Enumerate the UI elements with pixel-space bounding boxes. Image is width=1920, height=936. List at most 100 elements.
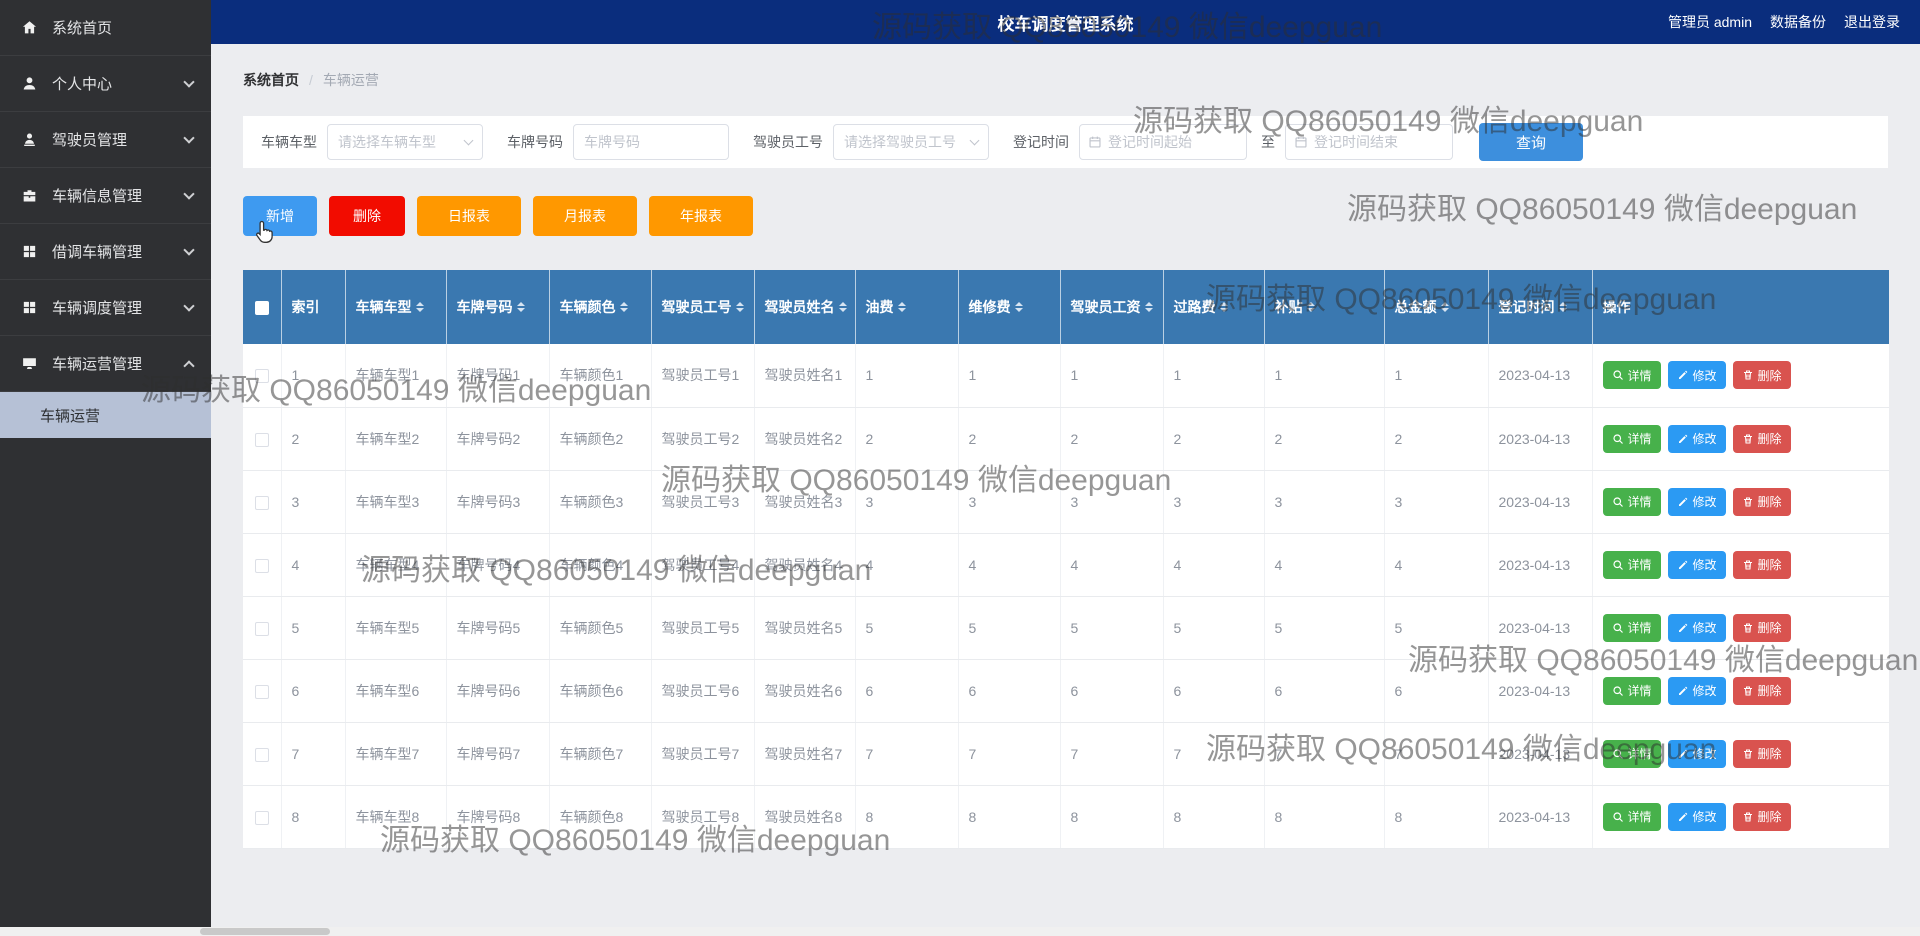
scrollbar-thumb[interactable] (200, 928, 330, 935)
row-checkbox[interactable] (254, 369, 269, 384)
daily-report-button[interactable]: 日报表 (417, 196, 521, 236)
column-header-2[interactable]: 车牌号码 (446, 270, 550, 344)
breadcrumb-home[interactable]: 系统首页 (243, 72, 299, 88)
row-checkbox[interactable] (254, 495, 269, 510)
sidebar-item-6[interactable]: 车辆运营管理 (0, 336, 211, 392)
trash-icon (1743, 434, 1752, 443)
column-header-5[interactable]: 驾驶员姓名 (754, 270, 856, 344)
cell: 驾驶员工号2 (651, 407, 755, 471)
yearly-report-button[interactable]: 年报表 (649, 196, 753, 236)
cell: 5 (1264, 596, 1385, 660)
sidebar-item-1[interactable]: 个人中心 (0, 56, 211, 112)
time-start-field[interactable] (1079, 124, 1247, 160)
magnifier-icon (1612, 748, 1623, 759)
logout-link[interactable]: 退出登录 (1844, 14, 1900, 30)
delete-button[interactable]: 删除 (329, 196, 405, 236)
cell: 2 (1384, 407, 1489, 471)
sidebar-item-label: 车辆运营管理 (52, 356, 143, 373)
detail-button[interactable]: 详情 (1602, 487, 1661, 516)
column-header-4[interactable]: 驾驶员工号 (651, 270, 755, 344)
row-delete-button[interactable]: 删除 (1732, 487, 1791, 516)
cell: 2 (1163, 407, 1265, 471)
edit-button[interactable]: 修改 (1667, 739, 1726, 768)
row-delete-button[interactable]: 删除 (1732, 802, 1791, 831)
sidebar-item-2[interactable]: 驾驶员管理 (0, 112, 211, 168)
search-button[interactable]: 查询 (1479, 123, 1584, 161)
detail-button[interactable]: 详情 (1602, 802, 1661, 831)
column-header-10[interactable]: 补贴 (1264, 270, 1385, 344)
row-checkbox[interactable] (254, 684, 269, 699)
column-header-9[interactable]: 过路费 (1163, 270, 1265, 344)
pencil-icon (1678, 434, 1687, 443)
sidebar-item-0[interactable]: 系统首页 (0, 0, 211, 56)
column-header-0: 索引 (281, 270, 346, 344)
sidebar-item-4[interactable]: 借调车辆管理 (0, 224, 211, 280)
row-checkbox-cell (243, 407, 282, 471)
chevron-up-icon (183, 359, 195, 372)
edit-button[interactable]: 修改 (1667, 361, 1726, 390)
cell: 3 (1060, 470, 1164, 534)
sort-icon (1219, 302, 1228, 312)
row-checkbox[interactable] (254, 810, 269, 825)
edit-button[interactable]: 修改 (1667, 613, 1726, 642)
time-end-field[interactable] (1285, 124, 1453, 160)
horizontal-scrollbar[interactable] (0, 927, 1920, 936)
pencil-icon (1678, 560, 1687, 569)
time-label: 登记时间 (1013, 134, 1069, 150)
column-header-3[interactable]: 车辆颜色 (549, 270, 652, 344)
plate-input[interactable] (573, 124, 729, 160)
pencil-icon (1678, 686, 1687, 695)
column-header-8[interactable]: 驾驶员工资 (1060, 270, 1164, 344)
row-checkbox[interactable] (254, 747, 269, 762)
row-actions: 详情 修改 删除 (1592, 659, 1889, 723)
detail-button[interactable]: 详情 (1602, 739, 1661, 768)
detail-button[interactable]: 详情 (1602, 424, 1661, 453)
cell: 4 (1060, 533, 1164, 597)
detail-button[interactable]: 详情 (1602, 676, 1661, 705)
time-end-input[interactable] (1314, 134, 1444, 150)
row-delete-button[interactable]: 删除 (1732, 550, 1791, 579)
row-delete-button[interactable]: 删除 (1732, 739, 1791, 768)
detail-button[interactable]: 详情 (1602, 613, 1661, 642)
column-header-6[interactable]: 油费 (855, 270, 959, 344)
sidebar-item-3[interactable]: 车辆信息管理 (0, 168, 211, 224)
cell: 5 (1384, 596, 1489, 660)
row-delete-button[interactable]: 删除 (1732, 424, 1791, 453)
edit-button[interactable]: 修改 (1667, 676, 1726, 705)
time-start-input[interactable] (1108, 134, 1238, 150)
row-delete-button[interactable]: 删除 (1732, 613, 1791, 642)
detail-button[interactable]: 详情 (1602, 550, 1661, 579)
column-header-11[interactable]: 总金额 (1384, 270, 1489, 344)
row-checkbox[interactable] (254, 621, 269, 636)
plate-label: 车牌号码 (507, 134, 563, 150)
column-header-1[interactable]: 车辆车型 (345, 270, 447, 344)
vehicle-type-select[interactable]: 请选择车辆车型 (327, 124, 483, 160)
select-all-checkbox[interactable] (254, 301, 269, 316)
monthly-report-button[interactable]: 月报表 (533, 196, 637, 236)
column-header-12[interactable]: 登记时间 (1488, 270, 1593, 344)
toolbar: 新增 删除 日报表 月报表 年报表 (243, 196, 1888, 236)
sidebar-item-5[interactable]: 车辆调度管理 (0, 280, 211, 336)
cell: 2 (958, 407, 1061, 471)
column-header-7[interactable]: 维修费 (958, 270, 1061, 344)
sort-icon (1558, 302, 1567, 312)
cell: 2 (855, 407, 959, 471)
cell: 7 (281, 722, 346, 786)
chevron-down-icon (463, 135, 474, 146)
cell: 2 (1264, 407, 1385, 471)
cell: 驾驶员工号8 (651, 785, 755, 849)
table-row: 1 车辆车型1 车牌号码1 车辆颜色1 驾驶员工号1 驾驶员姓名1 1 1 1 1 1 1 2023-0… (243, 344, 1889, 408)
add-button[interactable]: 新增 (243, 196, 317, 236)
row-delete-button[interactable]: 删除 (1732, 676, 1791, 705)
edit-button[interactable]: 修改 (1667, 802, 1726, 831)
driver-id-select[interactable]: 请选择驾驶员工号 (833, 124, 989, 160)
edit-button[interactable]: 修改 (1667, 487, 1726, 516)
sidebar-subitem-vehicle-operation[interactable]: 车辆运营 (0, 392, 211, 438)
data-backup-link[interactable]: 数据备份 (1770, 14, 1826, 30)
row-delete-button[interactable]: 删除 (1732, 361, 1791, 390)
detail-button[interactable]: 详情 (1602, 361, 1661, 390)
edit-button[interactable]: 修改 (1667, 550, 1726, 579)
row-checkbox[interactable] (254, 432, 269, 447)
edit-button[interactable]: 修改 (1667, 424, 1726, 453)
row-checkbox[interactable] (254, 558, 269, 573)
